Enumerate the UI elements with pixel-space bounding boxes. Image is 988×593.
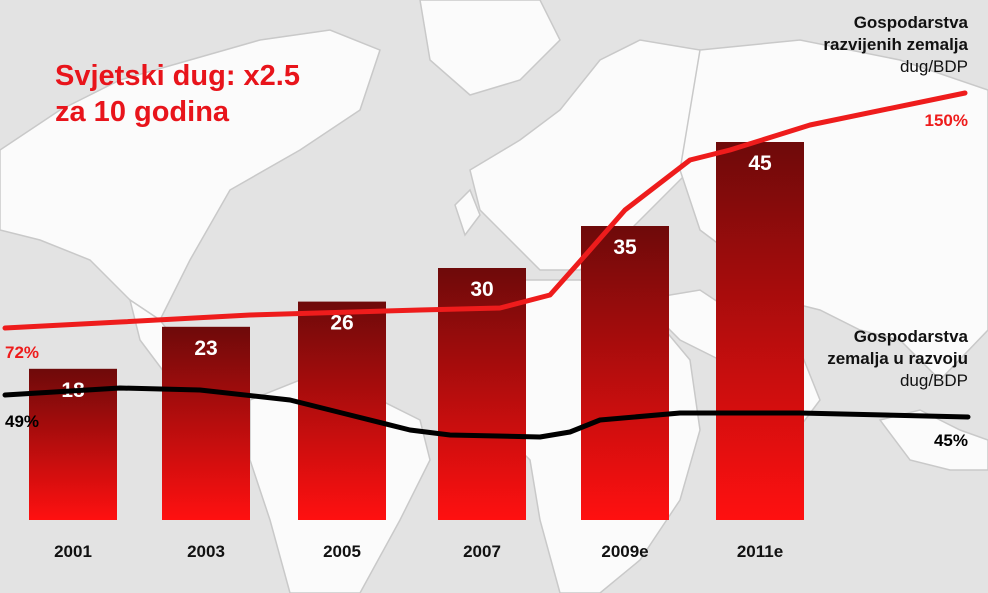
legend-developing-economies: Gospodarstva zemalja u razvoju dug/BDP (827, 326, 968, 392)
bar-value-label: 45 (748, 152, 772, 175)
line-series: 72% 150% 49% 45% (2, 90, 971, 450)
x-tick-label: 2005 (323, 542, 361, 561)
x-tick-label: 2009e (601, 542, 648, 561)
x-tick-label: 2001 (54, 542, 92, 561)
chart-title-line-2: za 10 godina (55, 96, 230, 128)
legend-developing-line-3: dug/BDP (899, 371, 968, 390)
bar-2003 (162, 326, 250, 520)
x-tick-label: 2007 (463, 542, 501, 561)
bar-value-label: 23 (194, 337, 217, 360)
trend-line-developed (2, 90, 968, 331)
bar-2009e (581, 226, 669, 520)
line-end-label: 150% (925, 111, 968, 130)
line-start-label: 72% (5, 343, 39, 362)
line-start-label: 49% (5, 412, 39, 431)
legend-developed-line-2: razvijenih zemalja (823, 35, 968, 54)
legend-developing-line-1: Gospodarstva (853, 327, 968, 346)
chart-title: Svjetski dug: x2.5 za 10 godina (55, 58, 300, 130)
legend-developing-line-2: zemalja u razvoju (827, 349, 968, 368)
trend-line-developing (2, 385, 971, 440)
legend-developed-economies: Gospodarstva razvijenih zemalja dug/BDP (823, 12, 968, 78)
x-tick-label: 2011e (737, 542, 783, 561)
legend-developed-line-3: dug/BDP (899, 57, 968, 76)
bar-value-label: 26 (330, 312, 353, 335)
bar-value-label: 35 (613, 236, 637, 259)
legend-developed-line-1: Gospodarstva (853, 13, 968, 32)
bar-2011e (716, 142, 804, 520)
x-tick-label: 2003 (187, 542, 225, 561)
bar-value-label: 30 (470, 278, 493, 301)
line-end-label: 45% (934, 431, 968, 450)
chart-title-line-1: Svjetski dug: x2.5 (55, 60, 300, 92)
